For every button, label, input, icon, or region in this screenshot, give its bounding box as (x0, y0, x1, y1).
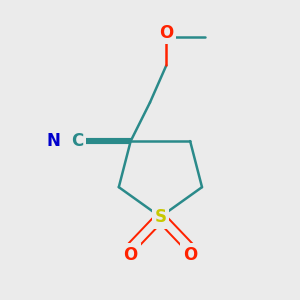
Text: O: O (124, 246, 138, 264)
Text: O: O (159, 24, 173, 42)
Text: S: S (154, 208, 166, 226)
Text: O: O (183, 246, 197, 264)
Text: N: N (46, 132, 60, 150)
Text: C: C (71, 132, 83, 150)
